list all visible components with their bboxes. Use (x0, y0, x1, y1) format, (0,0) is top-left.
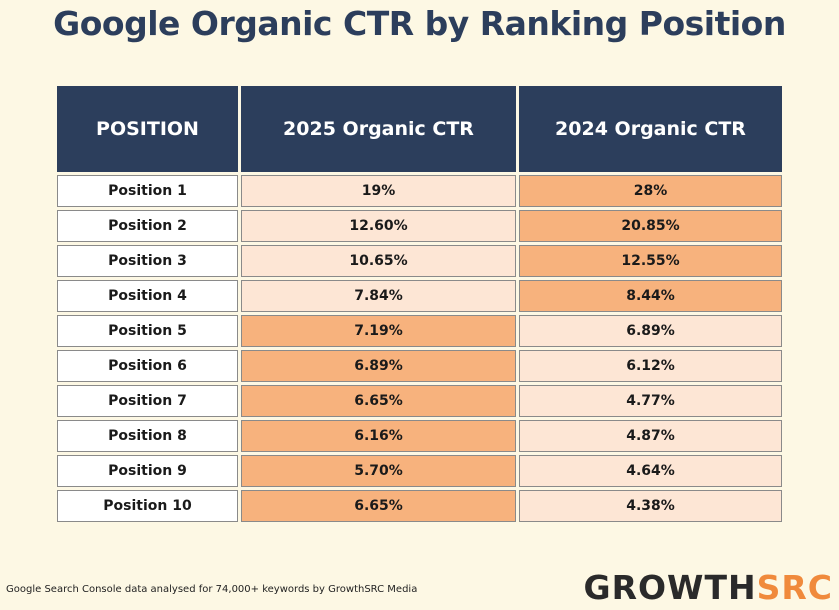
table-row: Position 3 10.65% 12.55% (57, 245, 782, 277)
ctr-2024-cell: 4.38% (519, 490, 782, 522)
table-row: Position 4 7.84% 8.44% (57, 280, 782, 312)
ctr-2024-cell: 6.12% (519, 350, 782, 382)
position-cell: Position 4 (57, 280, 238, 312)
ctr-2025-cell: 6.16% (241, 420, 516, 452)
ctr-2025-cell: 7.19% (241, 315, 516, 347)
logo-text-growth: GROWTH (583, 568, 757, 607)
header-2024-ctr: 2024 Organic CTR (519, 86, 782, 172)
ctr-2025-cell: 6.89% (241, 350, 516, 382)
position-cell: Position 6 (57, 350, 238, 382)
growthsrc-logo: GROWTHSRC (584, 570, 834, 606)
position-cell: Position 3 (57, 245, 238, 277)
ctr-2024-cell: 4.77% (519, 385, 782, 417)
footer-note: Google Search Console data analysed for … (6, 584, 418, 595)
ctr-table: POSITION 2025 Organic CTR 2024 Organic C… (54, 83, 785, 525)
ctr-2024-cell: 20.85% (519, 210, 782, 242)
ctr-2024-cell: 8.44% (519, 280, 782, 312)
header-2025-ctr: 2025 Organic CTR (241, 86, 516, 172)
table-row: Position 10 6.65% 4.38% (57, 490, 782, 522)
ctr-table-container: POSITION 2025 Organic CTR 2024 Organic C… (57, 86, 782, 522)
table-row: Position 2 12.60% 20.85% (57, 210, 782, 242)
table-row: Position 9 5.70% 4.64% (57, 455, 782, 487)
ctr-2025-cell: 12.60% (241, 210, 516, 242)
position-cell: Position 2 (57, 210, 238, 242)
ctr-2025-cell: 19% (241, 175, 516, 207)
table-row: Position 6 6.89% 6.12% (57, 350, 782, 382)
logo-text-src: SRC (756, 568, 833, 607)
table-body: Position 1 19% 28% Position 2 12.60% 20.85% Po… (57, 175, 782, 522)
ctr-2025-cell: 6.65% (241, 385, 516, 417)
ctr-2024-cell: 12.55% (519, 245, 782, 277)
position-cell: Position 8 (57, 420, 238, 452)
table-row: Position 1 19% 28% (57, 175, 782, 207)
position-cell: Position 10 (57, 490, 238, 522)
ctr-2024-cell: 4.64% (519, 455, 782, 487)
header-position: POSITION (57, 86, 238, 172)
position-cell: Position 9 (57, 455, 238, 487)
position-cell: Position 5 (57, 315, 238, 347)
ctr-2025-cell: 5.70% (241, 455, 516, 487)
table-row: Position 8 6.16% 4.87% (57, 420, 782, 452)
header-row: POSITION 2025 Organic CTR 2024 Organic C… (57, 86, 782, 172)
ctr-2024-cell: 28% (519, 175, 782, 207)
position-cell: Position 7 (57, 385, 238, 417)
position-cell: Position 1 (57, 175, 238, 207)
ctr-2024-cell: 4.87% (519, 420, 782, 452)
ctr-2025-cell: 6.65% (241, 490, 516, 522)
table-row: Position 7 6.65% 4.77% (57, 385, 782, 417)
table-row: Position 5 7.19% 6.89% (57, 315, 782, 347)
chart-title: Google Organic CTR by Ranking Position (53, 4, 786, 43)
ctr-2024-cell: 6.89% (519, 315, 782, 347)
ctr-2025-cell: 7.84% (241, 280, 516, 312)
ctr-2025-cell: 10.65% (241, 245, 516, 277)
